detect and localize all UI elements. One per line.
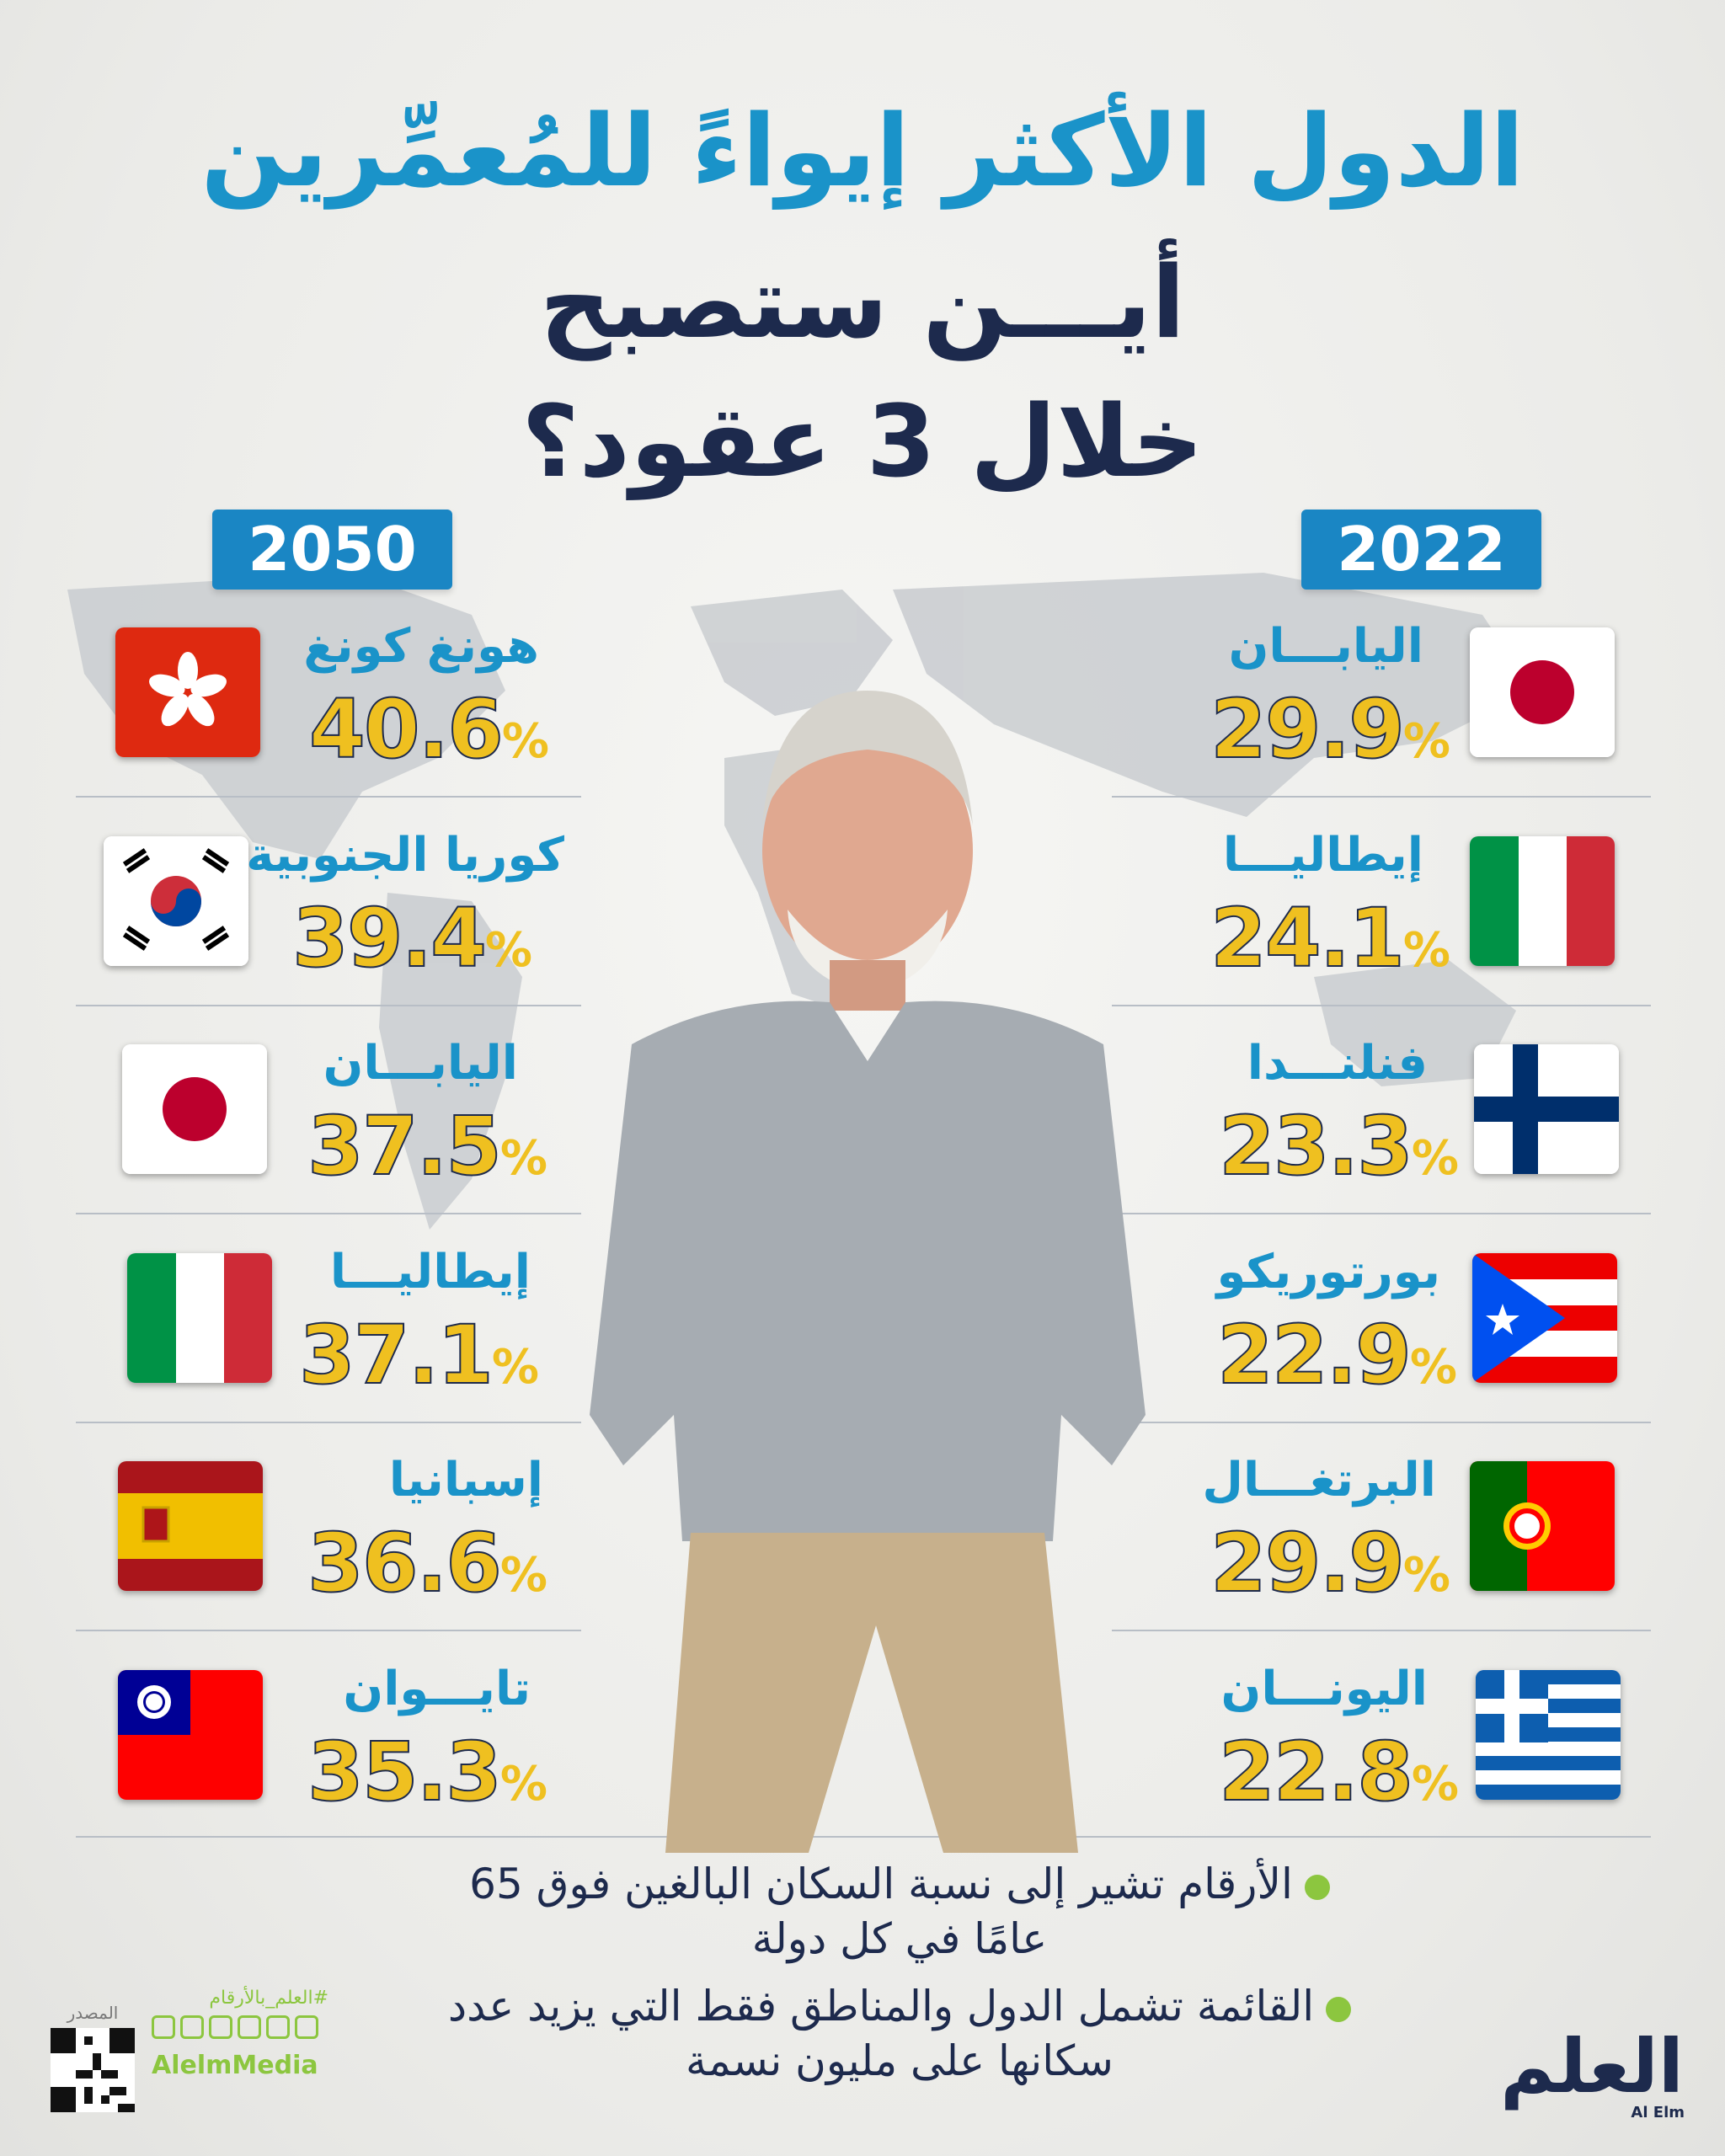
percentage-value: 39.4% [291,890,532,986]
social-icons [152,2015,328,2039]
country-name: بورتوريكو [1216,1245,1440,1299]
row-divider [76,1213,581,1214]
subtitle-line-2: خلال 3 عقود؟ [521,383,1204,499]
source-label: المصدر [67,2003,119,2023]
country-name: اليابـــان [1228,619,1423,674]
percentage-value: 36.6% [307,1515,547,1611]
south-korea-flag-icon [104,836,248,966]
finland-flag-icon [1474,1044,1619,1174]
percentage-value: 40.6% [308,681,549,777]
hong-kong-flag-icon [115,627,260,757]
telegram-icon[interactable] [295,2015,318,2039]
year-badge-2050: 2050 [212,510,452,590]
brand-logo-arabic: العلم [1500,2023,1684,2110]
row-divider [1112,1213,1651,1214]
row-divider [1112,1005,1651,1006]
year-badge-2022: 2022 [1301,510,1541,590]
percentage-value: 35.3% [307,1724,547,1820]
bottom-divider [76,1836,1651,1838]
twitter-icon[interactable] [266,2015,290,2039]
japan-flag-icon [122,1044,267,1174]
italy-flag-icon [1470,836,1615,966]
japan-flag-icon [1470,627,1615,757]
footnote-1: الأرقام تشير إلى نسبة السكان البالغين فو… [436,1857,1363,1967]
qr-code-icon[interactable] [51,2028,135,2112]
youtube-icon[interactable] [209,2015,232,2039]
percentage-value: 37.1% [298,1307,539,1403]
percentage-value: 23.3% [1218,1098,1459,1194]
bullet-icon [1304,1874,1330,1900]
row-divider [1112,796,1651,798]
footnote-2: القائمة تشمل الدول والمناطق فقط التي يزي… [436,1979,1363,2089]
spain-flag-icon [118,1461,263,1591]
country-name: البرتغـــال [1202,1453,1436,1508]
puerto-rico-flag-icon [1472,1253,1617,1383]
country-name: اليابـــان [323,1036,518,1091]
subtitle-line-1: أيـــن ستصبح [539,244,1186,360]
row-divider [76,1005,581,1006]
percentage-value: 24.1% [1210,890,1450,986]
country-name: إيطاليـــا [1222,828,1423,883]
greece-flag-icon [1476,1670,1621,1800]
row-divider [76,1630,581,1631]
country-name: تايـــوان [343,1662,531,1716]
row-divider [1112,1422,1651,1423]
row-divider [76,796,581,798]
country-name: إسبانيا [388,1453,543,1508]
social-handle[interactable]: AlelmMedia [152,2051,318,2080]
percentage-value: 22.9% [1216,1307,1457,1403]
elderly-man-photo [590,691,1146,1853]
country-name: هونغ كونغ [303,619,539,674]
percentage-value: 29.9% [1210,681,1450,777]
brand-logo: العلم Al Elm [1499,2023,1685,2122]
percentage-value: 37.5% [307,1098,547,1194]
taiwan-flag-icon [118,1670,263,1800]
main-title: الدول الأكثر إيواءً للمُعمِّرين [200,93,1525,209]
italy-flag-icon [127,1253,272,1383]
hashtag: #العلم_بالأرقام [209,1988,328,2009]
bullet-icon [1326,1996,1352,2022]
row-divider [76,1422,581,1423]
brand-logo-english: Al Elm [1631,2104,1685,2121]
snapchat-icon[interactable] [238,2015,261,2039]
country-name: إيطاليـــا [329,1245,531,1299]
facebook-icon[interactable] [152,2015,175,2039]
instagram-icon[interactable] [180,2015,204,2039]
country-name: كوريا الجنوبية [246,828,564,883]
percentage-value: 29.9% [1210,1515,1450,1611]
percentage-value: 22.8% [1218,1724,1459,1820]
row-divider [1112,1630,1651,1631]
portugal-flag-icon [1470,1461,1615,1591]
social-block: #العلم_بالأرقام AlelmMedia [152,1988,328,2080]
country-name: اليونـــان [1220,1662,1428,1716]
country-name: فنلنـــدا [1247,1036,1428,1091]
